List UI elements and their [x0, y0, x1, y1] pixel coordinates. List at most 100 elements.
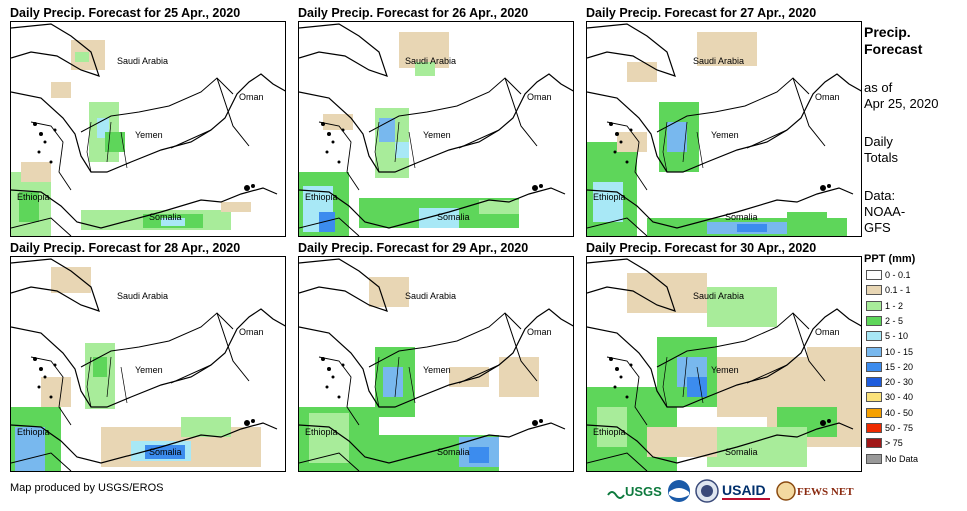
label-ethiopia: Ethiopia — [17, 427, 50, 437]
legend-class-label: 1 - 2 — [885, 300, 904, 311]
precip-patch — [667, 122, 687, 152]
label-oman: Oman — [239, 92, 264, 102]
dos-seal — [695, 479, 719, 503]
map-graphic — [11, 258, 285, 471]
precip-patch — [697, 32, 757, 66]
legend-as-of: as of — [864, 80, 893, 95]
label-oman: Oman — [815, 92, 840, 102]
precip-patch — [627, 273, 707, 313]
forecast-panel-25-apr: Daily Precip. Forecast for 25 Apr., 2020… — [10, 6, 286, 237]
label-oman: Oman — [815, 327, 840, 337]
legend-title-line1: Precip. — [864, 24, 911, 40]
panel-title: Daily Precip. Forecast for 28 Apr., 2020 — [10, 241, 241, 255]
legend-ppt-title: PPT (mm) — [864, 253, 916, 265]
legend-swatch — [866, 392, 882, 403]
legend-swatch — [866, 438, 882, 449]
precip-patch — [161, 218, 185, 226]
precip-patch — [379, 118, 395, 142]
label-saudi-arabia: Saudi Arabia — [693, 291, 745, 301]
precip-patch — [807, 347, 861, 417]
legend-class-label: 10 - 15 — [885, 346, 914, 357]
precip-patch — [41, 377, 71, 407]
legend-swatch — [866, 423, 882, 433]
precip-patch — [419, 208, 459, 228]
label-somalia: Somalia — [725, 447, 758, 457]
label-somalia: Somalia — [149, 447, 182, 457]
legend-class-label: No Data — [885, 453, 919, 464]
panel-title: Daily Precip. Forecast for 29 Apr., 2020 — [298, 241, 529, 255]
legend-swatch — [866, 315, 882, 326]
label-saudi-arabia: Saudi Arabia — [117, 291, 169, 301]
precip-map: Saudi Arabia Oman Yemen Ethiopia Somalia — [586, 256, 862, 472]
precip-map: Saudi Arabia Oman Yemen Ethiopia Somalia — [10, 256, 286, 472]
forecast-panel-26-apr: Daily Precip. Forecast for 26 Apr., 2020… — [298, 6, 574, 237]
legend-swatch — [866, 377, 882, 388]
precip-patch — [369, 277, 409, 307]
legend-class-label: 30 - 40 — [885, 392, 914, 403]
legend-class-label: 20 - 30 — [885, 377, 914, 388]
precip-patch — [647, 427, 717, 457]
legend-swatch — [866, 407, 882, 418]
map-graphic — [299, 258, 573, 471]
precip-patch — [593, 182, 623, 222]
legend-class-label: 40 - 50 — [885, 407, 914, 418]
legend-class-label: 0 - 0.1 — [885, 270, 911, 280]
label-oman: Oman — [239, 327, 264, 337]
usaid-text: USAID — [722, 482, 766, 498]
fews-net-logo: FEWS NET — [776, 479, 856, 503]
map-graphic — [587, 23, 861, 236]
panel-title: Daily Precip. Forecast for 25 Apr., 2020 — [10, 6, 241, 20]
precip-patch — [15, 427, 45, 471]
map-graphic — [587, 258, 861, 471]
precip-map: Saudi Arabia Oman Yemen Ethiopia Somalia — [298, 256, 574, 472]
noaa-logo — [667, 479, 691, 503]
panel-title: Daily Precip. Forecast for 27 Apr., 2020 — [586, 6, 817, 20]
label-somalia: Somalia — [725, 212, 758, 222]
legend-swatch — [866, 300, 882, 311]
map-graphic — [11, 23, 285, 236]
label-somalia: Somalia — [437, 447, 470, 457]
precip-map: Saudi Arabia Oman Yemen Ethiopia Somalia — [10, 21, 286, 237]
label-oman: Oman — [527, 327, 552, 337]
precip-patch — [319, 212, 335, 232]
legend-as-of-date: Apr 25, 2020 — [864, 96, 939, 111]
legend-swatch — [866, 453, 882, 464]
forecast-panel-29-apr: Daily Precip. Forecast for 29 Apr., 2020… — [298, 241, 574, 472]
precip-patch — [415, 62, 435, 76]
precip-patch — [105, 132, 125, 152]
map-credit: Map produced by USGS/EROS — [10, 482, 164, 494]
precip-patch — [499, 357, 539, 397]
label-ethiopia: Ethiopia — [593, 192, 626, 202]
precip-patch — [395, 142, 409, 158]
label-yemen: Yemen — [711, 130, 739, 140]
precip-patch — [627, 62, 657, 82]
panel-title: Daily Precip. Forecast for 26 Apr., 2020 — [298, 6, 529, 20]
legend-swatch — [866, 346, 882, 357]
label-saudi-arabia: Saudi Arabia — [693, 56, 745, 66]
precip-map: Saudi Arabia Oman Yemen Ethiopia Somalia — [298, 21, 574, 237]
precip-patch — [221, 202, 251, 212]
usaid-logo: USAID — [722, 479, 774, 503]
legend-daily: Daily — [864, 134, 893, 149]
label-yemen: Yemen — [423, 365, 451, 375]
precip-patch — [323, 114, 353, 130]
precip-patch — [21, 162, 51, 182]
label-yemen: Yemen — [423, 130, 451, 140]
legend-title-line2: Forecast — [864, 41, 923, 57]
label-ethiopia: Ethiopia — [305, 427, 338, 437]
panel-title: Daily Precip. Forecast for 30 Apr., 2020 — [586, 241, 817, 255]
precip-patch — [181, 417, 231, 437]
label-yemen: Yemen — [135, 365, 163, 375]
fews-text: FEWS NET — [797, 486, 854, 498]
precip-patch — [737, 224, 767, 232]
label-somalia: Somalia — [149, 212, 182, 222]
map-graphic — [299, 23, 573, 236]
precip-patch — [707, 287, 777, 327]
legend-swatch — [866, 285, 882, 296]
label-saudi-arabia: Saudi Arabia — [117, 56, 169, 66]
precip-patch — [617, 132, 647, 152]
usgs-logo: USGS — [607, 479, 663, 503]
legend-class-label: > 75 — [885, 438, 903, 449]
legend-data-source-2: GFS — [864, 220, 891, 235]
precip-patch — [19, 192, 39, 222]
